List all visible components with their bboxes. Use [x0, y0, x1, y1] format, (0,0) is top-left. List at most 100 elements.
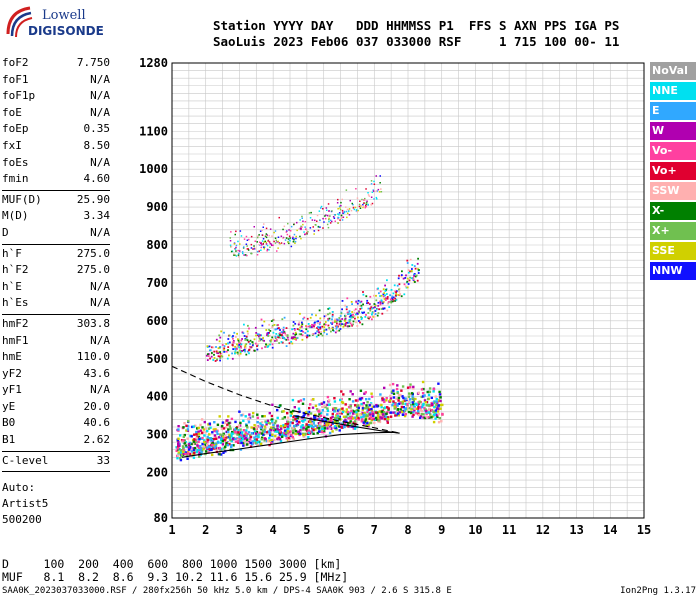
echo-point	[239, 230, 242, 232]
echo-point	[265, 234, 267, 237]
echo-point	[235, 255, 238, 257]
echo-point	[233, 428, 237, 431]
echo-point	[381, 413, 385, 416]
echo-point	[413, 275, 415, 277]
echo-point	[359, 397, 362, 400]
echo-point	[290, 412, 293, 415]
echo-point	[348, 325, 351, 328]
echo-point	[417, 402, 420, 405]
param-label: yE	[2, 399, 16, 413]
echo-point	[270, 320, 273, 322]
echo-point	[272, 428, 275, 432]
echo-point	[262, 243, 264, 245]
echo-point	[331, 422, 334, 425]
echo-point	[228, 354, 230, 357]
echo-point	[223, 447, 226, 450]
param-value: N/A	[90, 333, 110, 347]
autoscaling-info: Auto: Artist5 500200	[2, 480, 48, 528]
echo-point	[370, 183, 373, 185]
echo-point	[364, 206, 366, 209]
param-label: foEp	[2, 122, 29, 136]
echo-point	[411, 268, 413, 270]
echo-point	[215, 430, 218, 433]
echo-point	[289, 414, 292, 417]
echo-point	[296, 221, 298, 224]
echo-point	[361, 312, 364, 314]
echo-point	[220, 424, 224, 428]
echo-point	[299, 429, 302, 432]
echo-point	[244, 415, 247, 418]
echo-point	[287, 240, 289, 243]
echo-point	[351, 311, 354, 313]
echo-point	[220, 355, 223, 357]
echo-point	[413, 407, 416, 410]
echo-point	[338, 205, 341, 207]
echo-point	[288, 229, 290, 231]
x-tick-label: 5	[303, 523, 310, 537]
echo-point	[399, 393, 402, 397]
echo-point	[356, 197, 359, 199]
echo-point	[319, 422, 322, 426]
echo-point	[192, 442, 196, 445]
echo-point	[307, 231, 309, 233]
echo-point	[276, 327, 279, 330]
echo-point	[349, 405, 352, 408]
echo-point	[347, 405, 351, 409]
echo-point	[258, 340, 260, 342]
echo-point	[231, 250, 234, 252]
echo-point	[421, 380, 425, 384]
echo-point	[307, 431, 311, 434]
echo-point	[299, 326, 302, 329]
echo-point	[255, 427, 258, 430]
echo-point	[191, 438, 195, 442]
echo-point	[265, 423, 268, 426]
echo-point	[275, 239, 277, 242]
echo-point	[242, 332, 245, 335]
echo-point	[355, 188, 357, 190]
echo-point	[256, 348, 259, 351]
param-row: B1 2.62	[2, 433, 110, 450]
echo-point	[342, 211, 344, 214]
echo-point	[209, 426, 212, 429]
echo-point	[185, 424, 188, 427]
echo-point	[261, 415, 264, 418]
echo-point	[274, 337, 277, 340]
echo-point	[219, 346, 222, 348]
echo-point	[292, 415, 295, 419]
echo-point	[282, 331, 285, 334]
echo-point	[263, 320, 266, 323]
echo-point	[288, 239, 291, 241]
echo-point	[227, 415, 230, 418]
echo-point	[288, 437, 291, 440]
echo-point	[395, 397, 398, 400]
echo-point	[246, 248, 249, 250]
echo-point	[317, 331, 320, 333]
echo-point	[350, 409, 353, 413]
echo-point	[416, 279, 419, 282]
echo-point	[314, 219, 316, 222]
echo-point	[279, 332, 281, 335]
echo-point	[401, 400, 405, 403]
echo-point	[176, 457, 179, 460]
echo-point	[216, 432, 219, 436]
echo-point	[421, 404, 425, 407]
echo-point	[332, 408, 335, 411]
echo-point	[398, 294, 401, 297]
echo-point	[272, 423, 275, 426]
echo-point	[244, 347, 247, 350]
echo-point	[247, 431, 251, 434]
echo-point	[439, 396, 442, 399]
echo-point	[283, 337, 286, 340]
param-row: hmF2 303.8	[2, 317, 110, 334]
echo-point	[399, 408, 402, 411]
echo-point	[301, 432, 305, 435]
echo-point	[381, 302, 384, 305]
echo-point	[341, 323, 343, 325]
echo-point	[273, 421, 277, 425]
echo-point	[255, 438, 258, 441]
echo-point	[383, 386, 386, 390]
echo-point	[204, 443, 207, 447]
x-tick-label: 4	[270, 523, 277, 537]
echo-point	[210, 355, 213, 358]
echo-point	[289, 237, 291, 239]
